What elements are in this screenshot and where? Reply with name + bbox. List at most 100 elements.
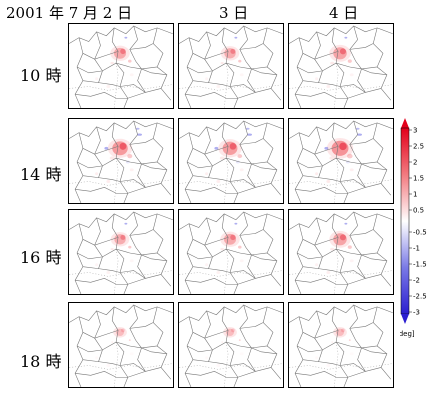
anomaly-patch	[333, 327, 347, 338]
column-header-day-1: 2001 年 7 月 2 日	[6, 4, 133, 22]
prefecture-boundary	[129, 229, 154, 236]
anomaly-patch	[349, 73, 354, 77]
anomaly-patch	[231, 328, 235, 333]
prefecture-boundary	[349, 25, 366, 93]
coastline-dotted	[333, 249, 339, 294]
anomaly-patch	[216, 364, 221, 367]
prefecture-boundary	[372, 306, 392, 380]
anomaly-patch	[127, 154, 133, 159]
anomaly-patch	[220, 61, 224, 65]
map-panel-r3-c2	[178, 209, 284, 295]
prefecture-boundary	[192, 266, 272, 279]
prefecture-boundary	[82, 330, 119, 339]
anomaly-patch	[205, 356, 209, 360]
prefecture-boundary	[192, 51, 229, 60]
anomaly-patch	[112, 141, 128, 156]
prefecture-boundary	[221, 122, 239, 203]
map-panel-r2-c1	[68, 118, 174, 204]
map-panel-r3-c1	[68, 209, 174, 295]
prefecture-boundary	[349, 211, 366, 279]
map-image	[69, 304, 173, 387]
coastline-dotted	[113, 249, 119, 294]
prefecture-boundary	[251, 68, 277, 76]
anomaly-patch	[315, 356, 319, 360]
prefecture-boundary	[289, 211, 393, 230]
anomaly-patch	[216, 180, 221, 183]
anomaly-patch	[216, 85, 221, 88]
prefecture-boundary	[141, 163, 167, 171]
prefecture-boundary	[129, 304, 146, 372]
prefecture-boundary	[294, 37, 304, 108]
anomaly-patch	[124, 36, 128, 39]
anomaly-patch	[229, 143, 237, 150]
anomaly-patch	[106, 271, 111, 274]
prefecture-boundary	[129, 138, 154, 145]
prefecture-boundary	[192, 146, 229, 155]
map-image	[179, 120, 283, 203]
prefecture-boundary	[221, 27, 239, 108]
prefecture-boundary	[69, 25, 173, 44]
prefecture-boundary	[262, 306, 282, 380]
prefecture-boundary	[74, 132, 84, 203]
prefecture-boundary	[331, 27, 349, 108]
coastline-dotted	[113, 342, 119, 387]
prefecture-boundary	[74, 37, 84, 108]
prefecture-boundary	[152, 213, 172, 287]
anomaly-patch	[347, 59, 352, 63]
prefecture-boundary	[111, 306, 129, 387]
anomaly-patch	[230, 48, 236, 54]
map-image	[179, 304, 283, 387]
anomaly-patch	[347, 245, 352, 249]
anomaly-patch	[129, 352, 134, 356]
prefecture-boundary	[75, 92, 146, 99]
map-panel-r3-c3	[288, 209, 394, 295]
anomaly-patch	[329, 156, 335, 160]
coastline-dotted	[223, 158, 229, 203]
prefecture-boundary	[251, 254, 277, 262]
prefecture-boundary	[111, 213, 129, 294]
prefecture-boundary	[361, 254, 387, 262]
colorbar-tick-label: -0.5	[413, 229, 427, 237]
coastline-dotted	[333, 158, 339, 203]
prefecture-boundary	[75, 187, 146, 194]
anomaly-patch	[135, 127, 140, 130]
prefecture-boundary	[361, 163, 387, 171]
anomaly-patch	[129, 168, 134, 172]
prefecture-boundary	[239, 138, 264, 145]
anomaly-patch	[339, 234, 346, 241]
prefecture-boundary	[82, 146, 119, 155]
anomaly-patch	[331, 140, 349, 156]
prefecture-boundary	[141, 347, 167, 355]
prefecture-boundary	[185, 278, 256, 285]
anomaly-patch	[247, 133, 252, 136]
colorbar-tick-label: -2	[413, 277, 420, 285]
map-panel-r1-c3	[288, 23, 394, 109]
anomaly-patch	[315, 77, 319, 81]
prefecture-boundary	[69, 304, 173, 323]
anomaly-patch	[205, 77, 209, 81]
anomaly-patch	[239, 352, 244, 356]
anomaly-patch	[129, 259, 134, 263]
prefecture-boundary	[129, 322, 154, 329]
prefecture-boundary	[82, 80, 162, 93]
prefecture-boundary	[192, 330, 229, 339]
prefecture-boundary	[349, 138, 374, 145]
row-header-14h: 14 時	[20, 165, 62, 184]
prefecture-boundary	[262, 122, 282, 196]
prefecture-boundary	[185, 371, 256, 378]
anomaly-patch	[237, 154, 243, 159]
colorbar-tick-label: 3	[413, 127, 417, 135]
anomaly-patch	[104, 146, 109, 150]
anomaly-patch	[331, 341, 334, 343]
prefecture-boundary	[349, 304, 366, 372]
prefecture-boundary	[74, 223, 84, 294]
prefecture-boundary	[111, 27, 129, 108]
anomaly-patch	[220, 247, 224, 251]
coastline-dotted	[333, 342, 339, 387]
anomaly-patch	[137, 133, 142, 136]
prefecture-boundary	[129, 43, 154, 50]
coastline-dotted	[223, 249, 229, 294]
map-image	[69, 25, 173, 108]
map-image	[179, 211, 283, 294]
map-image	[289, 25, 393, 108]
